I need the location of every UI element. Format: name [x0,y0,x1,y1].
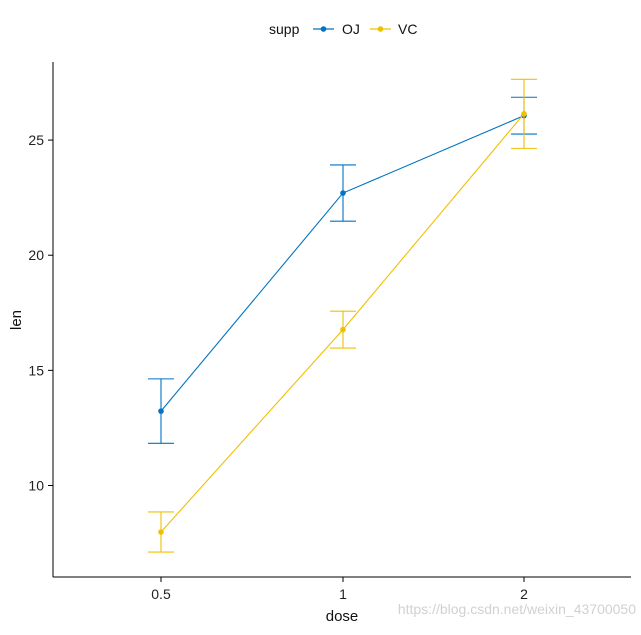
legend-label-vc: VC [398,21,417,37]
legend-label-oj: OJ [342,21,360,37]
x-tick-label: 1 [339,586,347,602]
data-point-oj [158,408,164,414]
legend: supp OJ VC [269,21,417,37]
x-tick-label: 2 [520,586,528,602]
series-vc [148,78,537,553]
legend-title: supp [269,21,300,37]
x-tick-label: 0.5 [151,586,171,602]
x-ticks: 0.5 1 2 [151,577,528,602]
series-oj [148,96,537,444]
y-ticks: 10 15 20 25 [28,132,53,493]
y-tick-label: 15 [28,362,44,378]
legend-oj-marker [320,26,327,32]
y-tick-label: 20 [28,247,44,263]
data-point-oj [340,190,346,196]
y-tick-label: 25 [28,132,44,148]
data-point-vc [521,111,527,117]
y-axis-title: len [8,310,25,330]
series-line-oj [160,115,525,412]
legend-vc-marker [377,26,384,32]
x-axis-title: dose [326,608,359,625]
y-tick-label: 10 [28,477,44,493]
watermark-text: https://blog.csdn.net/weixin_43700050 [398,601,636,617]
series-layer [148,78,537,553]
axes [52,62,631,578]
data-point-vc [340,326,346,333]
data-point-vc [158,529,164,535]
